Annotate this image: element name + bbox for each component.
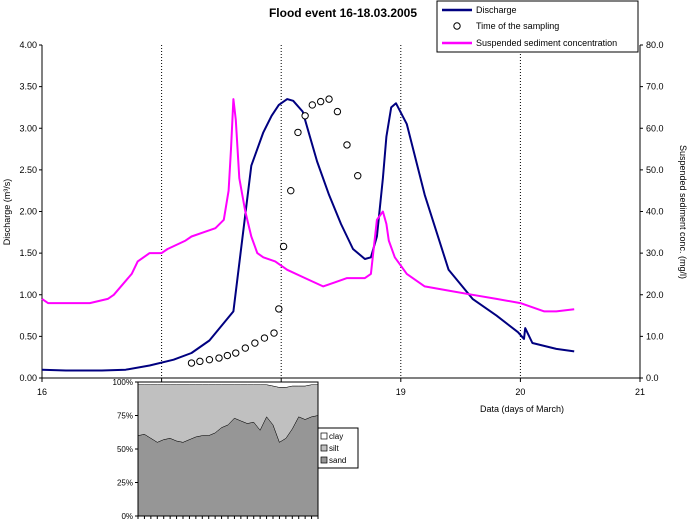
sampling-point [251, 339, 259, 347]
inset-y-tick-label: 0% [121, 512, 133, 521]
sampling-point [241, 344, 250, 352]
legend-ssc-label: Suspended sediment concentration [476, 38, 617, 48]
inset-y-tick-label: 50% [117, 445, 133, 454]
ssc-line [41, 98, 575, 313]
sampling-point [294, 128, 302, 137]
right-tick-label: 10.0 [646, 331, 664, 341]
inset-legend: clay silt sand [317, 427, 359, 469]
right-axis-ticks: 0.0 10.0 20.0 30.0 40.0 50.0 60.0 70.0 80.0 [640, 40, 664, 383]
series-layer [41, 95, 575, 372]
left-tick-label: 4.00 [19, 40, 37, 50]
sampling-point [275, 305, 283, 313]
inset-y-tick-label: 75% [117, 412, 133, 421]
sampling-point [223, 351, 232, 360]
grain-size-inset: 0% 25% 50% 75% 100% clay silt sand [113, 378, 359, 521]
sampling-point [287, 186, 295, 195]
sampling-point [301, 112, 309, 120]
sampling-point [343, 141, 351, 149]
left-tick-label: 3.00 [19, 123, 37, 133]
x-axis-title: Data (days of March) [480, 404, 564, 414]
left-tick-label: 1.50 [19, 248, 37, 258]
inset-legend-label-sand: sand [329, 456, 346, 465]
legend-sampling-marker [453, 22, 461, 30]
left-axis-title: Discharge (m³/s) [2, 179, 12, 246]
x-tick-label: 16 [37, 387, 47, 397]
left-tick-label: 2.50 [19, 165, 37, 175]
sampling-point [354, 172, 362, 180]
sampling-point [196, 357, 204, 366]
x-tick-label: 20 [515, 387, 525, 397]
right-tick-label: 40.0 [646, 207, 664, 217]
x-tick-label: 21 [635, 387, 645, 397]
inset-x-ticks [137, 516, 319, 519]
inset-legend-label-silt: silt [329, 444, 340, 453]
sampling-point [232, 349, 240, 357]
inset-legend-swatch-clay [320, 432, 328, 440]
x-tick-label: 19 [396, 387, 406, 397]
right-tick-label: 70.0 [646, 82, 664, 92]
sampling-point [325, 95, 333, 103]
left-tick-label: 3.50 [19, 82, 37, 92]
right-tick-label: 50.0 [646, 165, 664, 175]
inset-legend-swatch-silt [320, 444, 328, 452]
right-tick-label: 20.0 [646, 290, 664, 300]
sampling-point [333, 107, 342, 116]
left-tick-label: 0.50 [19, 331, 37, 341]
inset-legend-label-clay: clay [329, 432, 343, 441]
right-tick-label: 80.0 [646, 40, 664, 50]
sampling-point [205, 355, 214, 364]
left-tick-label: 1.00 [19, 290, 37, 300]
sampling-point [316, 97, 325, 106]
left-tick-label: 2.00 [19, 207, 37, 217]
right-tick-label: 30.0 [646, 248, 664, 258]
sampling-point [270, 329, 278, 337]
discharge-line [41, 98, 575, 372]
right-tick-label: 60.0 [646, 123, 664, 133]
left-tick-label: 0.00 [19, 373, 37, 383]
sampling-point [187, 359, 196, 367]
sampling-point [260, 334, 269, 342]
sampling-point [308, 101, 316, 109]
right-axis-title: Suspended sediment conc. (mg/l) [678, 145, 688, 279]
sampling-point [215, 354, 223, 362]
chart-title: Flood event 16-18.03.2005 [269, 6, 417, 20]
legend: Discharge Time of the sampling Suspended… [436, 0, 639, 53]
inset-y-tick-label: 100% [113, 378, 133, 387]
inset-legend-swatch-sand [320, 456, 328, 464]
left-axis-ticks: 0.00 0.50 1.00 1.50 2.00 2.50 3.00 3.50 4.00 [19, 40, 42, 383]
legend-discharge-label: Discharge [476, 5, 517, 15]
inset-areas [137, 381, 319, 517]
inset-y-tick-label: 25% [117, 479, 133, 488]
sampling-point [279, 242, 288, 251]
legend-sampling-label: Time of the sampling [476, 21, 559, 31]
right-tick-label: 0.0 [646, 373, 659, 383]
